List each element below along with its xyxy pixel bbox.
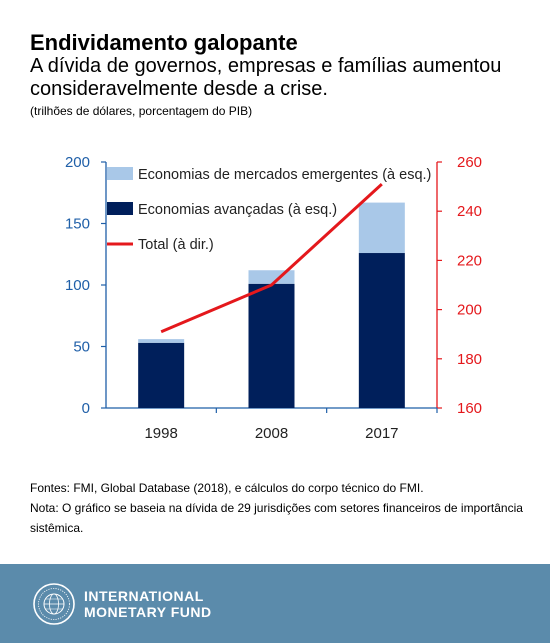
x-tick-label: 2017: [365, 425, 398, 442]
notes: Fontes: FMI, Global Database (2018), e c…: [30, 478, 530, 538]
legend-swatch: [107, 202, 133, 215]
right-tick-label: 260: [457, 154, 482, 171]
sources-text: Fontes: FMI, Global Database (2018), e c…: [30, 481, 424, 495]
right-tick-label: 160: [457, 400, 482, 417]
note-text: Nota: O gráfico se baseia na dívida de 2…: [30, 501, 523, 535]
right-tick-label: 180: [457, 351, 482, 368]
imf-wordmark: INTERNATIONAL MONETARY FUND: [84, 588, 212, 620]
left-tick-label: 100: [65, 277, 90, 294]
bar-advanced-2017: [358, 253, 405, 408]
debt-chart: 0 50 100 150 200 160 180 200 220 240 260 1998 2008 20…: [65, 154, 482, 442]
bar-emerging-1998: [138, 339, 185, 343]
footer: INTERNATIONAL MONETARY FUND: [0, 564, 550, 643]
left-tick-label: 200: [65, 154, 90, 171]
x-tick-label: 2008: [255, 425, 288, 442]
bar-emerging-2017: [358, 202, 405, 254]
imf-seal-icon: [33, 583, 75, 625]
bar-advanced-2008: [248, 283, 295, 408]
right-tick-label: 200: [457, 302, 482, 319]
x-tick-label: 1998: [144, 425, 177, 442]
chart-title: Endividamento galopante: [30, 30, 298, 55]
chart-subtitle: A dívida de governos, empresas e família…: [30, 55, 502, 100]
left-tick-label: 150: [65, 216, 90, 233]
units-label: (trilhões de dólares, porcentagem do PIB…: [30, 104, 253, 118]
bar-advanced-1998: [138, 342, 185, 408]
legend-label: Economias avançadas (à esq.): [138, 202, 337, 218]
legend-label: Total (à dir.): [138, 237, 214, 253]
org-line-1: INTERNATIONAL: [84, 588, 204, 604]
legend-swatch: [107, 167, 133, 180]
left-tick-label: 0: [82, 400, 90, 417]
org-line-2: MONETARY FUND: [84, 604, 212, 620]
right-tick-label: 220: [457, 252, 482, 269]
right-tick-label: 240: [457, 203, 482, 220]
left-tick-label: 50: [73, 339, 90, 356]
legend-label: Economias de mercados emergentes (à esq.…: [138, 167, 431, 183]
